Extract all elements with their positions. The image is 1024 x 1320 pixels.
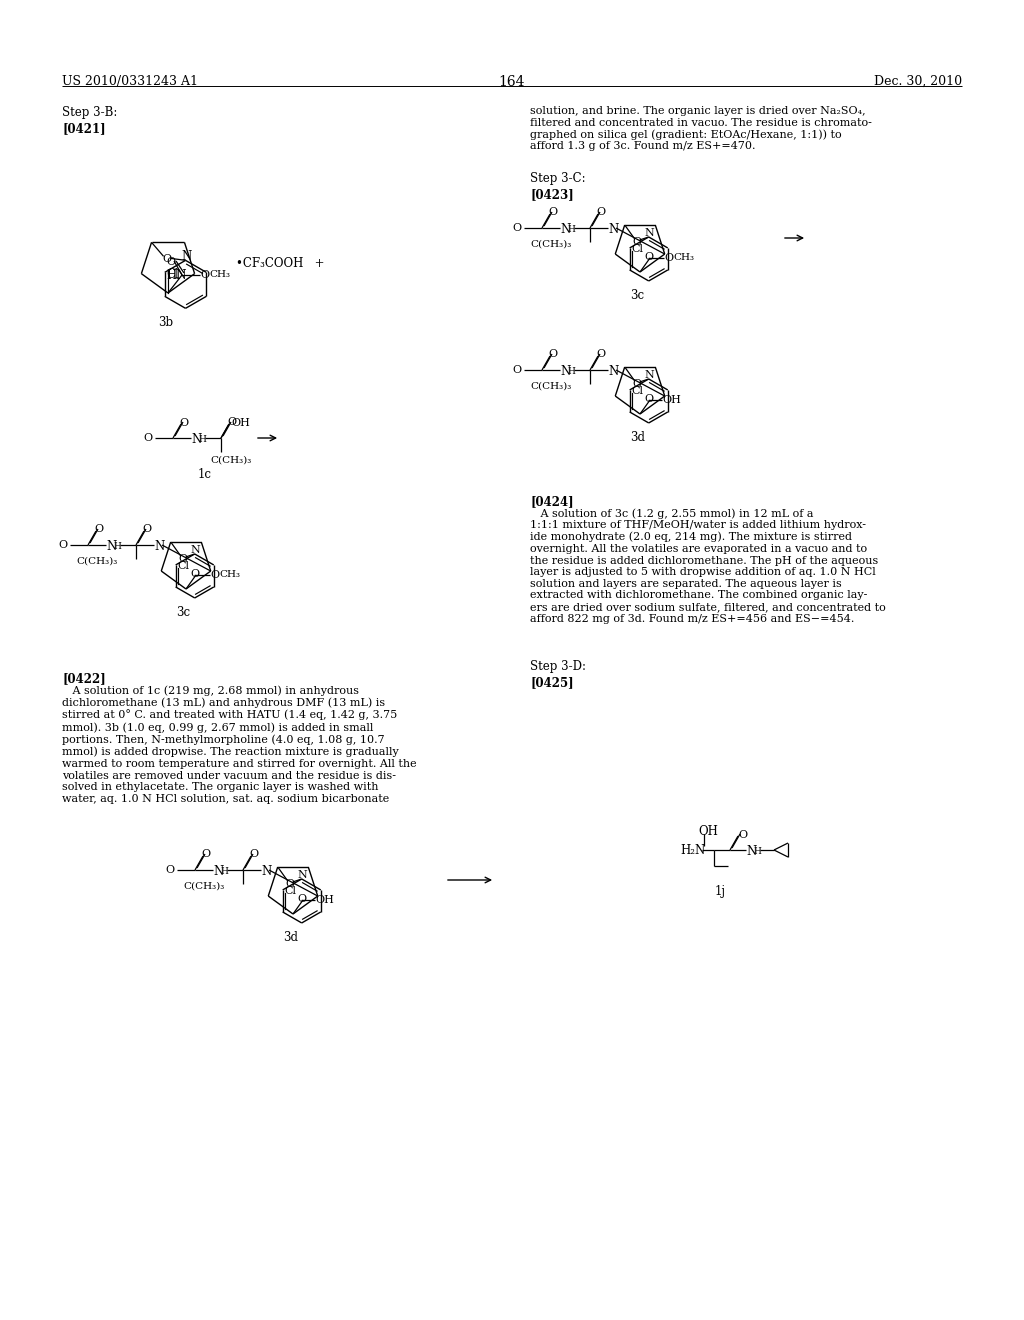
Text: 1j: 1j bbox=[715, 884, 725, 898]
Text: N: N bbox=[181, 251, 191, 264]
Text: O: O bbox=[210, 570, 219, 579]
Text: [0424]: [0424] bbox=[530, 495, 573, 508]
Text: O: O bbox=[548, 207, 557, 216]
Text: H: H bbox=[220, 867, 228, 876]
Text: O: O bbox=[179, 418, 188, 428]
Text: OH: OH bbox=[662, 395, 681, 405]
Text: [0425]: [0425] bbox=[530, 676, 573, 689]
Text: 3d: 3d bbox=[283, 931, 298, 944]
Text: N: N bbox=[645, 370, 654, 380]
Text: H: H bbox=[753, 847, 761, 855]
Text: N: N bbox=[190, 545, 201, 554]
Text: H: H bbox=[113, 543, 121, 550]
Text: O: O bbox=[179, 554, 187, 564]
Text: O: O bbox=[596, 348, 605, 359]
Text: [0422]: [0422] bbox=[62, 672, 105, 685]
Text: O: O bbox=[94, 524, 103, 535]
Text: OH: OH bbox=[315, 895, 334, 906]
Text: O: O bbox=[190, 569, 199, 579]
Text: O: O bbox=[512, 366, 521, 375]
Text: N: N bbox=[560, 366, 570, 378]
Text: Dec. 30, 2010: Dec. 30, 2010 bbox=[873, 75, 962, 88]
Text: HN: HN bbox=[167, 269, 187, 281]
Text: N: N bbox=[261, 865, 271, 878]
Text: H: H bbox=[198, 436, 206, 444]
Text: Cl: Cl bbox=[632, 244, 644, 253]
Text: O: O bbox=[297, 894, 306, 904]
Text: Step 3-B:: Step 3-B: bbox=[62, 106, 118, 119]
Text: H₂N: H₂N bbox=[680, 843, 706, 857]
Text: O: O bbox=[249, 849, 258, 859]
Text: H: H bbox=[567, 224, 574, 234]
Text: US 2010/0331243 A1: US 2010/0331243 A1 bbox=[62, 75, 198, 88]
Text: [0421]: [0421] bbox=[62, 121, 105, 135]
Text: CH₃: CH₃ bbox=[219, 570, 240, 579]
Text: CH₃: CH₃ bbox=[209, 271, 230, 279]
Text: 3d: 3d bbox=[630, 430, 645, 444]
Text: OH: OH bbox=[698, 825, 718, 838]
Text: 1c: 1c bbox=[198, 469, 212, 480]
Text: O: O bbox=[738, 830, 748, 840]
Text: 3c: 3c bbox=[630, 289, 644, 302]
Text: O: O bbox=[227, 417, 237, 426]
Text: H: H bbox=[567, 367, 574, 376]
Text: O: O bbox=[633, 238, 642, 247]
Text: O: O bbox=[163, 255, 172, 264]
Text: Cl: Cl bbox=[285, 886, 297, 896]
Text: O: O bbox=[58, 540, 68, 550]
Text: [0423]: [0423] bbox=[530, 187, 573, 201]
Text: O: O bbox=[142, 524, 152, 535]
Text: O: O bbox=[200, 271, 209, 280]
Text: C(CH₃)₃: C(CH₃)₃ bbox=[530, 240, 571, 249]
Text: 3b: 3b bbox=[158, 317, 173, 330]
Text: O: O bbox=[165, 865, 174, 875]
Text: Cl: Cl bbox=[167, 268, 179, 281]
Text: N: N bbox=[746, 845, 757, 858]
Text: CH₃: CH₃ bbox=[673, 253, 694, 261]
Text: O: O bbox=[596, 207, 605, 216]
Text: C(CH₃)₃: C(CH₃)₃ bbox=[530, 381, 571, 391]
Text: O: O bbox=[143, 433, 153, 444]
Text: 164: 164 bbox=[499, 75, 525, 88]
Text: O: O bbox=[201, 849, 210, 859]
Text: solution, and brine. The organic layer is dried over Na₂SO₄,
filtered and concen: solution, and brine. The organic layer i… bbox=[530, 106, 871, 152]
Text: A solution of 1c (219 mg, 2.68 mmol) in anhydrous
dichloromethane (13 mL) and an: A solution of 1c (219 mg, 2.68 mmol) in … bbox=[62, 685, 417, 804]
Text: N: N bbox=[154, 540, 164, 553]
Text: N: N bbox=[560, 223, 570, 236]
Text: O: O bbox=[512, 223, 521, 234]
Text: C(CH₃)₃: C(CH₃)₃ bbox=[210, 455, 251, 465]
Text: Cl: Cl bbox=[632, 385, 644, 396]
Text: N: N bbox=[298, 870, 307, 880]
Text: O: O bbox=[166, 257, 175, 267]
Text: Step 3-C:: Step 3-C: bbox=[530, 172, 586, 185]
Text: O: O bbox=[286, 879, 295, 888]
Text: O: O bbox=[644, 393, 653, 404]
Text: O: O bbox=[644, 252, 653, 261]
Text: Cl: Cl bbox=[178, 561, 189, 572]
Text: N: N bbox=[608, 366, 618, 378]
Text: 3c: 3c bbox=[176, 606, 190, 619]
Text: N: N bbox=[213, 865, 223, 878]
Text: •CF₃COOH   +: •CF₃COOH + bbox=[236, 257, 325, 271]
Text: OH: OH bbox=[231, 418, 250, 428]
Text: N: N bbox=[608, 223, 618, 236]
Text: N: N bbox=[645, 228, 654, 238]
Text: A solution of 3c (1.2 g, 2.55 mmol) in 12 mL of a
1:1:1 mixture of THF/MeOH/wate: A solution of 3c (1.2 g, 2.55 mmol) in 1… bbox=[530, 508, 886, 623]
Text: N: N bbox=[106, 540, 117, 553]
Text: O: O bbox=[548, 348, 557, 359]
Text: N: N bbox=[191, 433, 202, 446]
Text: O: O bbox=[633, 379, 642, 389]
Text: O: O bbox=[664, 253, 673, 263]
Text: C(CH₃)₃: C(CH₃)₃ bbox=[183, 882, 224, 891]
Text: Step 3-D:: Step 3-D: bbox=[530, 660, 586, 673]
Text: C(CH₃)₃: C(CH₃)₃ bbox=[76, 557, 118, 566]
